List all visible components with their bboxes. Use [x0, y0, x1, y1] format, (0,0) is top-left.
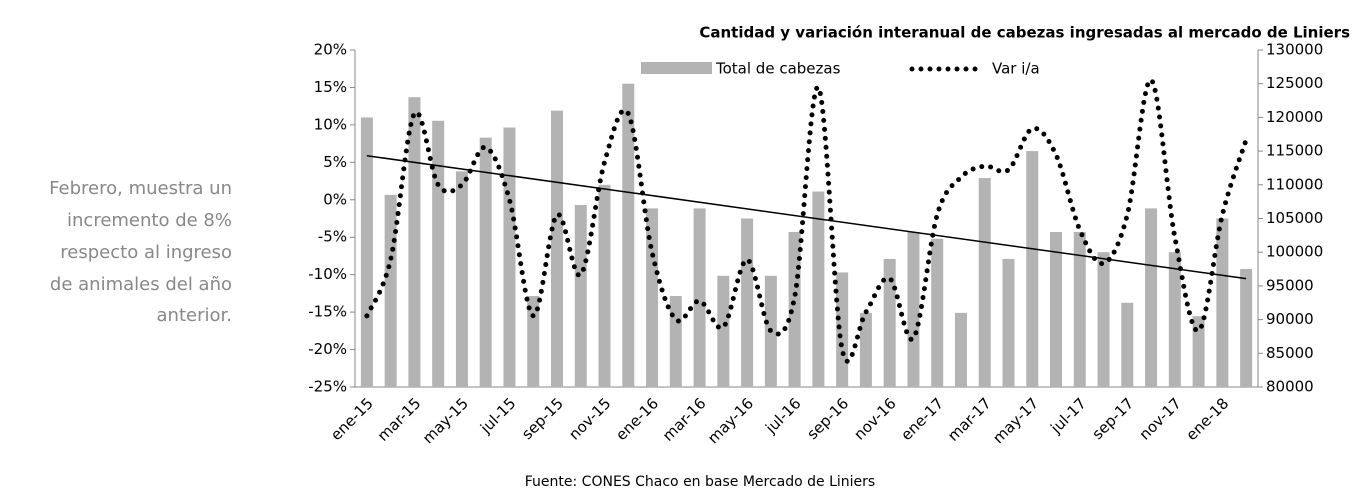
y2-tick-label: 130000 [1266, 41, 1323, 59]
y2-tick-label: 110000 [1266, 175, 1323, 193]
bar [598, 184, 611, 387]
x-tick-label: jul-16 [761, 394, 804, 437]
y2-tick-label: 90000 [1266, 310, 1314, 328]
bar [527, 296, 540, 387]
bar [883, 258, 896, 387]
bar [408, 97, 421, 388]
trendline [366, 154, 1247, 280]
legend-label: Total de cabezas [715, 60, 841, 78]
x-tick-label: ene-16 [612, 394, 662, 444]
bar [479, 137, 492, 387]
bar [384, 194, 397, 387]
source: Fuente: CONES Chaco en base Mercado de L… [525, 474, 875, 490]
x-tick-label: nov-16 [850, 394, 899, 443]
y-tick-label: 5% [323, 153, 347, 171]
x-tick-label: mar-17 [944, 394, 995, 445]
x-tick-label: nov-17 [1136, 394, 1185, 443]
bar [1050, 231, 1063, 387]
y-tick-label: -20% [308, 340, 347, 358]
x-tick-label: jul-17 [1046, 394, 1089, 437]
note: anterior. [157, 305, 232, 326]
y-tick-label: 20% [314, 41, 347, 59]
x-tick-label: may-15 [419, 394, 472, 447]
bar [1097, 252, 1110, 387]
x-tick-label: may-16 [704, 394, 757, 447]
y-tick-label: -25% [308, 378, 347, 396]
y2-tick-label: 95000 [1266, 276, 1314, 294]
y2-tick-label: 105000 [1266, 209, 1323, 227]
bar [1216, 218, 1229, 387]
x-tick-label: ene-15 [327, 394, 377, 444]
x-tick-label: ene-18 [1183, 394, 1233, 444]
note: incremento de 8% [67, 210, 232, 231]
bar [717, 275, 730, 387]
x-tick-label: sep-16 [803, 394, 852, 443]
bar [978, 178, 991, 387]
chart-title: Cantidad y variación interanual de cabez… [699, 24, 1350, 42]
bar [669, 296, 682, 387]
y-tick-label: 15% [314, 78, 347, 96]
bar [622, 83, 635, 387]
bar [859, 312, 872, 387]
note: respecto al ingreso [60, 242, 232, 263]
y-tick-label: -5% [318, 228, 347, 246]
y2-tick-label: 115000 [1266, 142, 1323, 160]
x-tick-label: sep-17 [1088, 394, 1137, 443]
bar [1145, 208, 1158, 387]
line [364, 77, 1249, 364]
x-tick-label: nov-15 [565, 394, 614, 443]
x-tick-label: may-17 [989, 394, 1042, 447]
y2-tick-label: 80000 [1266, 378, 1314, 396]
y-tick-label: -10% [308, 265, 347, 283]
bar [574, 205, 587, 387]
bar [1073, 231, 1086, 387]
bar [1121, 302, 1134, 387]
bar [503, 127, 516, 387]
y-tick-label: -15% [308, 303, 347, 321]
bar [1168, 252, 1181, 387]
y2-tick-label: 100000 [1266, 243, 1323, 261]
bar [455, 171, 468, 387]
bar [1240, 269, 1253, 387]
bar [360, 117, 373, 388]
bar [788, 231, 801, 387]
note: Febrero, muestra un [49, 178, 232, 199]
legend-label: Var i/a [992, 60, 1040, 78]
bar [550, 110, 563, 387]
bar [741, 218, 754, 387]
x-tick-label: mar-16 [659, 394, 710, 445]
bar [1192, 316, 1205, 387]
x-tick-label: sep-15 [518, 394, 567, 443]
bar [812, 191, 825, 387]
legend-swatch [641, 62, 712, 74]
bar [931, 238, 944, 387]
bar [954, 312, 967, 387]
bar [907, 231, 920, 387]
bar [646, 208, 659, 387]
bar [1002, 258, 1015, 387]
y2-tick-label: 85000 [1266, 344, 1314, 362]
y-tick-label: 10% [314, 115, 347, 133]
bar [432, 120, 445, 388]
y2-tick-label: 120000 [1266, 108, 1323, 126]
x-tick-label: ene-17 [897, 394, 947, 444]
x-tick-label: jul-15 [476, 394, 519, 437]
bar [1026, 151, 1039, 387]
y-tick-label: 0% [323, 190, 347, 208]
x-tick-label: mar-15 [374, 394, 425, 445]
y2-tick-label: 125000 [1266, 74, 1323, 92]
note: de animales del año [50, 274, 232, 295]
bar [693, 208, 706, 387]
